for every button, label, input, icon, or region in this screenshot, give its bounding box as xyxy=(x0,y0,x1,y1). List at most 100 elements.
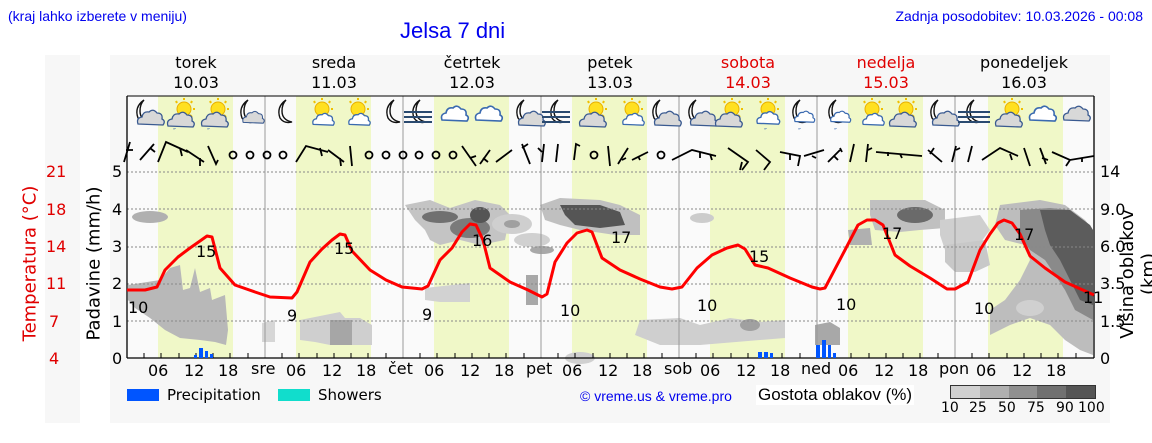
svg-text:9: 9 xyxy=(422,305,432,324)
svg-text:06: 06 xyxy=(148,361,168,380)
temp-tick: 4 xyxy=(49,349,60,368)
region-hint-link[interactable]: (kraj lahko izberete v meniju) xyxy=(8,8,187,24)
precip-tick: 2 xyxy=(112,274,123,293)
temp-tick: 18 xyxy=(46,200,67,219)
svg-text:18: 18 xyxy=(356,361,376,380)
day-short-petek: pet xyxy=(526,359,553,378)
temperature-axis-panel xyxy=(45,55,80,423)
cloud-density-areas xyxy=(128,198,1093,364)
density-tick: 50 xyxy=(998,400,1016,416)
svg-text:17: 17 xyxy=(611,228,631,247)
svg-text:18: 18 xyxy=(632,361,652,380)
temperature-value-labels: 10 15 9 15 9 16 10 17 10 15 10 17 10 17 … xyxy=(128,224,1103,325)
svg-text:15: 15 xyxy=(334,239,354,258)
svg-text:06: 06 xyxy=(976,361,996,380)
moon-fog-icon xyxy=(542,99,570,124)
density-swatch-75 xyxy=(1037,386,1067,398)
cloud-height-tick: 6.0 xyxy=(1100,237,1126,256)
day-short-sreda: sre xyxy=(251,359,276,378)
cloud-density-scale xyxy=(950,385,1096,399)
day-header-sreda: sreda 11.03 xyxy=(311,53,357,92)
density-swatch-10 xyxy=(951,386,980,398)
svg-text:″: ″ xyxy=(798,127,801,136)
svg-text:10: 10 xyxy=(697,296,717,315)
cloud-density-label: Gostota oblakov (%) xyxy=(756,385,915,405)
svg-text:18: 18 xyxy=(1046,361,1066,380)
cloud-height-tick: 9.0 xyxy=(1100,200,1126,219)
cloud-height-tick: 0 xyxy=(1100,349,1111,368)
svg-text:12: 12 xyxy=(184,361,204,380)
density-swatch-50 xyxy=(1008,386,1038,398)
moon-fog-icon xyxy=(404,99,432,124)
svg-text:15: 15 xyxy=(749,247,769,266)
day-header-sobota: sobota 14.03 xyxy=(720,53,776,92)
day-header-cetrtek: četrtek 12.03 xyxy=(443,53,501,92)
density-tick: 10 xyxy=(941,400,959,416)
svg-text:12: 12 xyxy=(460,361,480,380)
svg-text:10: 10 xyxy=(128,298,148,317)
svg-text:10: 10 xyxy=(560,301,580,320)
horizontal-gridlines xyxy=(127,171,1094,322)
density-swatch-25 xyxy=(979,386,1009,398)
temperature-line xyxy=(127,218,1095,300)
svg-text:12: 12 xyxy=(736,361,756,380)
svg-text:12: 12 xyxy=(322,361,342,380)
day-headers: torek 10.03 sreda 11.03 četrtek 12.03 petek… xyxy=(127,53,1094,95)
sun-cloud-rain-icon: ″ xyxy=(756,97,781,136)
svg-text:10: 10 xyxy=(974,299,994,318)
precip-tick: 0 xyxy=(112,349,123,368)
showers-legend-label: Showers xyxy=(318,386,382,404)
day-header-nedelja: nedelja 15.03 xyxy=(856,53,916,92)
day-header-torek: torek 10.03 xyxy=(173,53,219,92)
cloud-height-tick: 3.5 xyxy=(1100,274,1126,293)
sun-cloud-rain-icon: ″ xyxy=(166,97,196,136)
day-short-sobota: sob xyxy=(664,359,693,378)
svg-text:16: 16 xyxy=(472,231,492,250)
hour-labels: 06 12 18 06 12 18 06 12 18 06 12 18 06 12 18 06 12 1… xyxy=(148,361,1066,380)
svg-text:″: ″ xyxy=(764,127,767,136)
temp-tick: 14 xyxy=(46,237,67,256)
page-title: Jelsa 7 dni xyxy=(400,18,506,43)
svg-text:06: 06 xyxy=(838,361,858,380)
density-tick: 75 xyxy=(1027,400,1045,416)
svg-text:12: 12 xyxy=(1012,361,1032,380)
temp-tick: 11 xyxy=(46,274,67,293)
svg-text:18: 18 xyxy=(494,361,514,380)
svg-text:9: 9 xyxy=(287,306,297,325)
svg-text:12: 12 xyxy=(598,361,618,380)
day-short-nedelja: ned xyxy=(801,359,832,378)
moon-cloud-rain-icon: ″ xyxy=(792,99,816,136)
density-swatch-90 xyxy=(1066,386,1095,398)
day-short-ponedeljek: pon xyxy=(939,359,970,378)
svg-text:18: 18 xyxy=(770,361,790,380)
svg-text:15: 15 xyxy=(196,242,216,261)
precip-tick: 1 xyxy=(112,312,123,331)
weather-icons: ″ ″ ″ ″ ″ xyxy=(136,97,1091,136)
precip-tick: 3 xyxy=(112,237,123,256)
svg-text:06: 06 xyxy=(424,361,444,380)
day-header-ponedeljek: ponedeljek 16.03 xyxy=(980,53,1068,92)
density-tick: 100 xyxy=(1078,400,1105,416)
wind-barbs xyxy=(123,140,1095,171)
svg-text:18: 18 xyxy=(908,361,928,380)
sun-cloud-rain-icon: ″ xyxy=(200,97,230,136)
svg-text:12: 12 xyxy=(874,361,894,380)
moon-cloud-rain-icon: ″ xyxy=(828,99,852,136)
svg-text:06: 06 xyxy=(286,361,306,380)
day-short-cetrtek: čet xyxy=(388,359,413,378)
precip-tick: 4 xyxy=(112,200,123,219)
svg-text:17: 17 xyxy=(882,224,902,243)
svg-text:17: 17 xyxy=(1014,225,1034,244)
svg-text:″: ″ xyxy=(173,127,176,136)
svg-text:″: ″ xyxy=(834,127,837,136)
showers-legend-swatch xyxy=(278,389,310,401)
precipitation-legend-label: Precipitation xyxy=(167,386,261,404)
svg-text:11: 11 xyxy=(1083,288,1103,307)
day-header-petek: petek 13.03 xyxy=(587,53,633,92)
svg-text:06: 06 xyxy=(562,361,582,380)
density-tick: 90 xyxy=(1056,400,1074,416)
copyright-link[interactable]: © vreme.us & vreme.pro xyxy=(580,388,732,404)
moon-fog-icon xyxy=(958,99,990,124)
day-separators xyxy=(264,96,956,358)
